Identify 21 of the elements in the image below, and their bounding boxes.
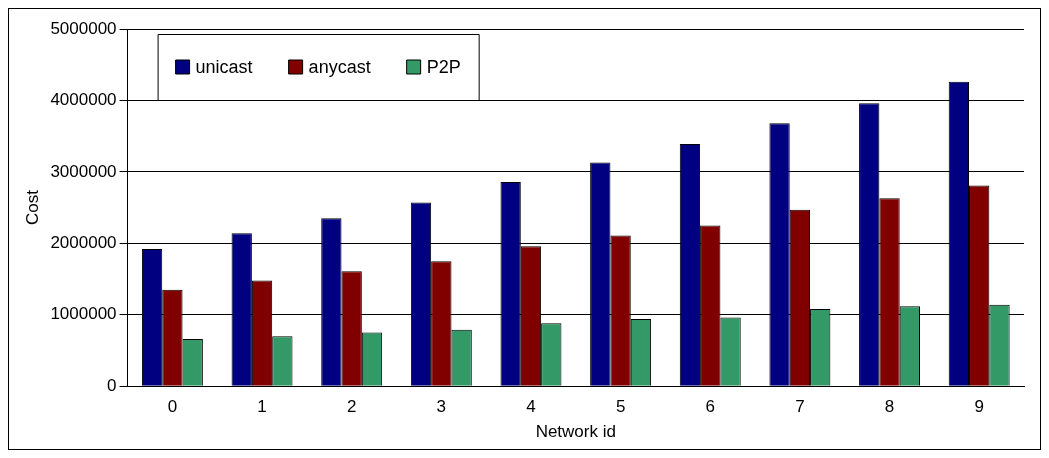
y-tick-label: 5000000: [50, 18, 117, 38]
legend-label: unicast: [195, 56, 253, 77]
x-tick-label: 2: [346, 397, 357, 417]
x-tick-label: 4: [526, 397, 536, 417]
x-tick-label: 9: [974, 397, 984, 417]
x-tick-label: 3: [436, 397, 447, 417]
y-tick-label: 2000000: [50, 233, 117, 253]
y-tick-label: 3000000: [50, 161, 117, 181]
y-tick-label: 1000000: [50, 304, 117, 324]
legend-label: anycast: [308, 56, 371, 77]
x-tick-label: 0: [167, 397, 178, 417]
x-tick-label: 5: [615, 397, 626, 417]
y-tick-label: 4000000: [50, 90, 117, 110]
x-tick-label: 8: [884, 397, 895, 417]
x-tick-label: 7: [795, 397, 805, 417]
x-tick-label: 6: [705, 397, 715, 417]
x-tick-label: 1: [257, 397, 267, 417]
y-tick-label: 0: [107, 375, 117, 395]
x-axis-title: Network id: [535, 422, 616, 442]
y-axis-title: Cost: [22, 189, 42, 226]
legend-label: P2P: [426, 56, 461, 77]
